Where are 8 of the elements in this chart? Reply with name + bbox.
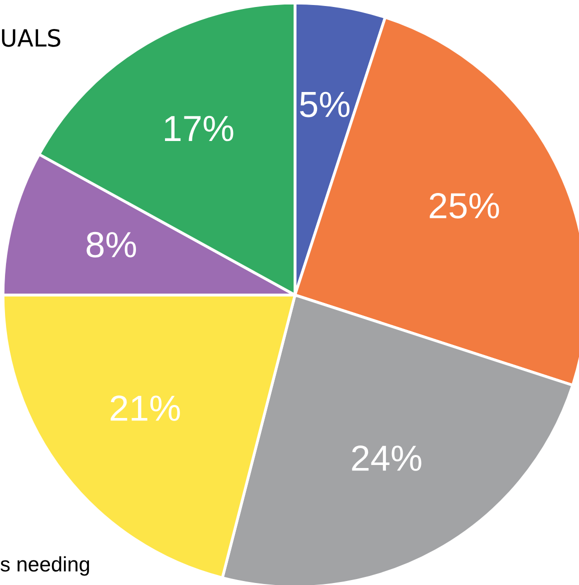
- data-label: 5%: [300, 92, 350, 118]
- data-label: 25%: [430, 192, 499, 219]
- data-label: 21%: [110, 395, 180, 421]
- text: s needing: [0, 556, 90, 576]
- data-label: 24%: [352, 445, 422, 471]
- data-label: 17%: [165, 116, 234, 142]
- text: UALS: [2, 28, 60, 47]
- data-label: 8%: [86, 232, 136, 258]
